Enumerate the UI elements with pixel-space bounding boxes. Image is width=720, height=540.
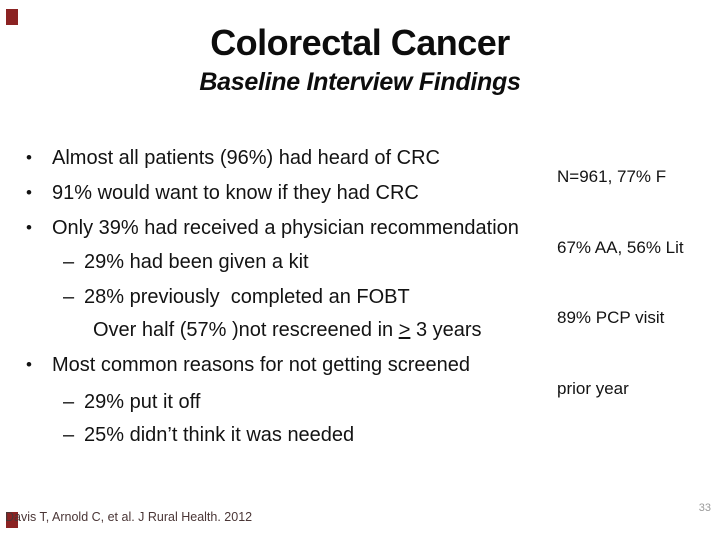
bullet-item: • Only 39% had received a physician reco… (0, 215, 652, 241)
bullet-text: 91% would want to know if they had CRC (52, 182, 419, 204)
bullet-item: • 91% would want to know if they had CRC (0, 180, 652, 206)
accent-square-bottom-icon (6, 512, 18, 528)
note-text-underlined: > (398, 319, 411, 341)
sub-bullet-text: 29% put it off (84, 391, 201, 413)
sub-bullet-text: 29% had been given a kit (84, 251, 309, 273)
dash-icon: – (63, 391, 75, 413)
bullet-icon: • (26, 183, 32, 202)
bullet-icon: • (26, 218, 32, 237)
dash-icon: – (63, 251, 75, 273)
sub-bullet-item: – 29% put it off (0, 389, 684, 415)
bullet-text: Most common reasons for not getting scre… (52, 354, 470, 376)
sub-bullet-text: 28% previously completed an FOBT (84, 286, 410, 308)
sub-bullet-item: – 28% previously completed an FOBT (0, 284, 684, 310)
bullet-text: Almost all patients (96%) had heard of C… (52, 147, 440, 169)
footer-citation: Davis T, Arnold C, et al. J Rural Health… (5, 510, 253, 524)
stats-line: 89% PCP visit (557, 308, 665, 327)
dash-icon: – (63, 424, 75, 446)
note-text-suffix: 3 years (410, 319, 482, 341)
page-number: 33 (698, 502, 711, 514)
dash-icon: – (63, 286, 75, 308)
note-line: Over half (57% )not rescreened in > 3 ye… (0, 317, 693, 343)
page-title: Colorectal Cancer (210, 22, 510, 63)
bullet-icon: • (26, 148, 32, 167)
sub-bullet-item: – 25% didn’t think it was needed (0, 422, 684, 448)
sub-bullet-item: – 29% had been given a kit (0, 249, 684, 275)
page-subtitle: Baseline Interview Findings (199, 68, 521, 96)
bullet-text: Only 39% had received a physician recomm… (52, 217, 519, 239)
stats-line: N=961, 77% F (557, 167, 667, 186)
accent-square-top-icon (6, 9, 18, 25)
bullet-item: • Almost all patients (96%) had heard of… (0, 145, 652, 171)
sub-bullet-text: 25% didn’t think it was needed (84, 424, 355, 446)
stats-box: N=961, 77% F 67% AA, 56% Lit 89% PCP vis… (557, 118, 712, 447)
stats-line: prior year (557, 378, 629, 398)
stats-line: 67% AA, 56% Lit (557, 237, 684, 257)
note-text-prefix: Over half (57% )not rescreened in (93, 319, 399, 341)
bullet-item: • Most common reasons for not getting sc… (0, 352, 652, 378)
bullet-icon: • (26, 355, 32, 374)
